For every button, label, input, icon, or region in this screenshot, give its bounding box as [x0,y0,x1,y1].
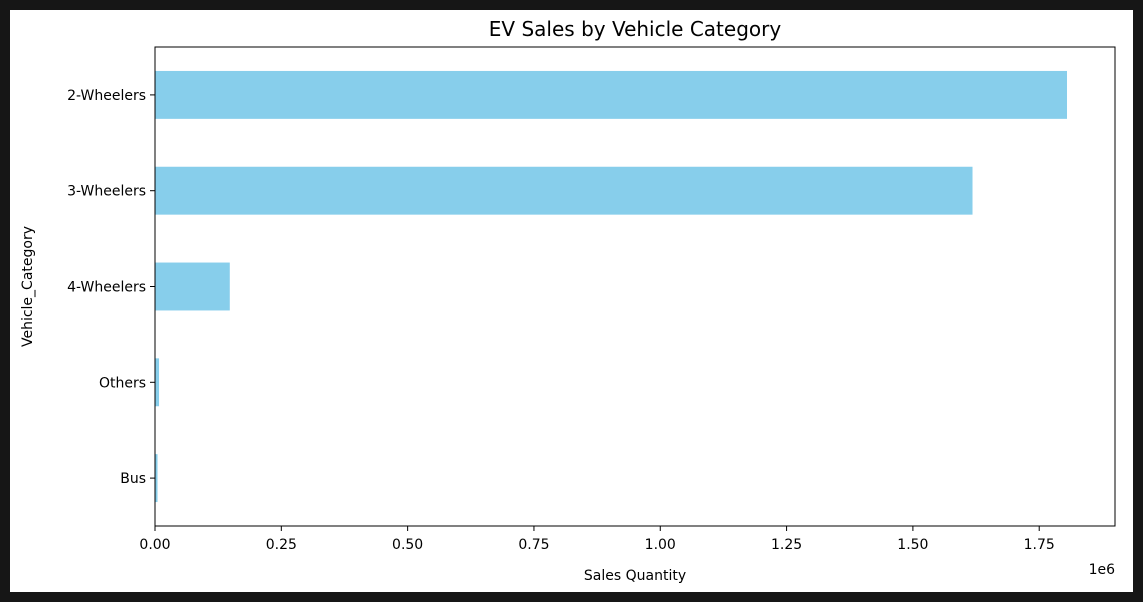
bar-2-wheelers [155,70,1067,119]
bar-others [155,358,160,407]
x-axis-label: Sales Quantity [584,568,686,584]
chart-title: EV Sales by Vehicle Category [489,17,782,41]
y-tick-label: Others [99,375,146,391]
chart-canvas: EV Sales by Vehicle Category 2-Wheelers 3… [10,10,1133,592]
bars-group [155,70,1067,503]
y-axis-label: Vehicle_Category [20,226,36,347]
y-tick-label: Bus [120,471,146,487]
bar-3-wheelers [155,166,973,215]
x-tick-label: 0.25 [266,537,297,553]
x-tick-label: 1.25 [771,537,802,553]
x-axis-ticks: 0.00 0.25 0.50 0.75 1.00 1.25 1.50 1.75 [139,526,1055,553]
x-tick-label: 1.00 [645,537,676,553]
x-tick-label: 1.50 [897,537,928,553]
bar-bus [155,454,158,503]
bar-4-wheelers [155,262,230,311]
x-tick-label: 0.50 [392,537,423,553]
x-tick-label: 0.00 [139,537,170,553]
y-tick-label: 2-Wheelers [67,88,146,104]
x-tick-label: 0.75 [518,537,549,553]
y-axis-ticks: 2-Wheelers 3-Wheelers 4-Wheelers Others Bus [67,88,155,487]
y-tick-label: 3-Wheelers [67,184,146,200]
x-tick-label: 1.75 [1024,537,1055,553]
bar-chart: EV Sales by Vehicle Category 2-Wheelers 3… [20,17,1116,584]
x-axis-scale-label: 1e6 [1089,562,1116,578]
y-tick-label: 4-Wheelers [67,280,146,296]
